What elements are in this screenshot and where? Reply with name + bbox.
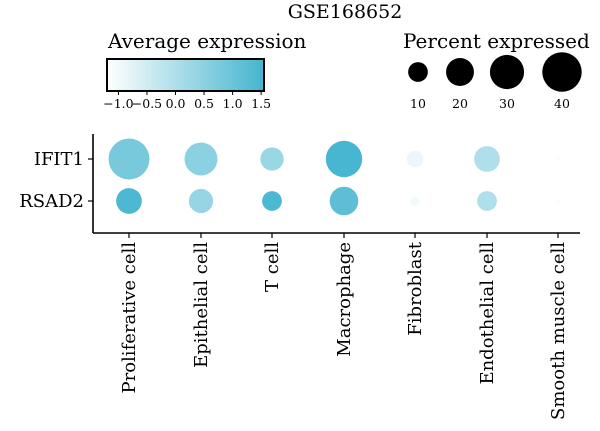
color-legend-title: Average expression [107,29,307,53]
size-legend-items: 10 20 30 40 [408,52,582,111]
x-tick-label: Macrophage [334,242,355,357]
size-legend-title: Percent expressed [403,29,590,53]
color-tick-label: 1.0 [223,96,243,111]
size-legend-label: 30 [499,96,515,111]
x-tick-label: Epithelial cell [191,242,212,368]
y-tick-label: IFIT1 [34,149,84,170]
x-tick-label: Endothelial cell [477,242,498,385]
size-legend-dot [446,58,474,86]
color-tick-label: 0.0 [166,96,186,111]
size-legend-dot [542,52,582,92]
size-legend-label: 40 [554,96,570,111]
color-tick-label: 1.5 [251,96,271,111]
plot-axes [92,134,580,234]
expression-dot [116,188,142,214]
color-tick-label: −0.5 [132,96,162,111]
expression-dot [184,142,218,176]
expression-dot [555,198,561,204]
expression-dot [555,156,561,162]
dot-marks [108,138,561,216]
expression-dot [474,146,500,172]
expression-dot [477,191,497,211]
size-legend: Percent expressed 10 20 30 40 [403,29,590,111]
x-tick-label: Smooth muscle cell [548,242,569,420]
x-tick-label: T cell [262,242,283,292]
expression-dot [410,196,420,206]
color-tick-label: 0.5 [194,96,214,111]
expression-dot [262,191,282,211]
expression-dot [325,140,363,178]
x-tick-label: Fibroblast [405,241,426,335]
expression-dot [108,138,150,180]
color-legend-ticks: −1.0−0.5 0.0 0.5 1.0 1.5 [103,91,271,111]
color-tick-label: −1.0 [103,96,133,111]
x-axis-labels: Proliferative cell Epithelial cell T cell M… [119,233,569,420]
x-tick-label: Proliferative cell [119,242,140,394]
chart-title: GSE168652 [288,1,403,23]
color-legend-bar [106,58,265,92]
expression-dot [329,186,359,216]
size-legend-dot [408,62,428,82]
size-legend-label: 10 [410,96,426,111]
size-legend-dot [489,54,525,90]
expression-dot [260,147,284,171]
expression-dot [188,188,214,214]
y-tick-label: RSAD2 [19,191,84,212]
y-axis-labels: IFIT1 RSAD2 [19,149,93,212]
color-legend: Average expression −1.0−0.5 0.0 0.5 1.0 1.5 [103,29,306,111]
size-legend-label: 20 [452,96,468,111]
expression-dot [406,150,424,168]
